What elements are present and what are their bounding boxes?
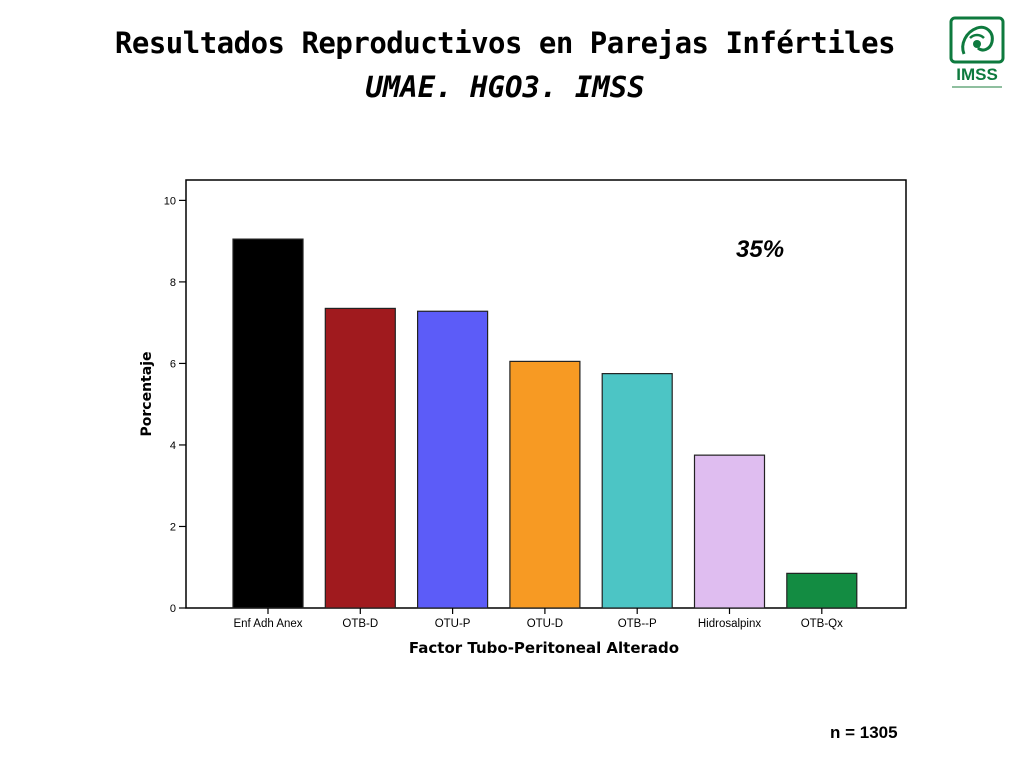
bar bbox=[509, 360, 581, 609]
imss-logo: IMSS bbox=[946, 16, 1008, 94]
x-tick-label: OTB-D bbox=[342, 618, 378, 630]
x-tick-label: Hidrosalpinx bbox=[698, 618, 762, 630]
bar bbox=[232, 238, 304, 609]
x-tick-label: Enf Adh Anex bbox=[233, 618, 302, 630]
sample-size-label: n = 1305 bbox=[830, 723, 898, 742]
svg-text:IMSS: IMSS bbox=[956, 65, 998, 84]
x-tick-label: OTU-D bbox=[527, 618, 563, 630]
bar bbox=[601, 373, 673, 609]
x-tick-label: OTB-Qx bbox=[801, 618, 843, 630]
bar bbox=[324, 307, 396, 609]
slide-title: Resultados Reproductivos en Parejas Infé… bbox=[114, 26, 896, 60]
bar bbox=[417, 310, 489, 609]
x-axis-label: Factor Tubo-Peritoneal Alterado bbox=[409, 639, 679, 657]
slide-subtitle: UMAE. HGO3. IMSS bbox=[365, 70, 645, 104]
y-tick-label: 0 bbox=[170, 603, 176, 615]
y-tick-label: 4 bbox=[170, 440, 176, 452]
y-tick-label: 8 bbox=[170, 277, 176, 289]
percentage-annotation: 35% bbox=[736, 236, 785, 263]
bar bbox=[786, 572, 858, 609]
y-tick-label: 10 bbox=[164, 195, 176, 207]
y-tick-label: 6 bbox=[170, 358, 176, 370]
x-tick-label: OTU-P bbox=[435, 618, 471, 630]
y-axis-label: Porcentaje bbox=[139, 352, 155, 437]
x-tick-label: OTB--P bbox=[618, 618, 657, 630]
bar bbox=[693, 454, 766, 609]
y-tick-label: 2 bbox=[170, 521, 176, 533]
